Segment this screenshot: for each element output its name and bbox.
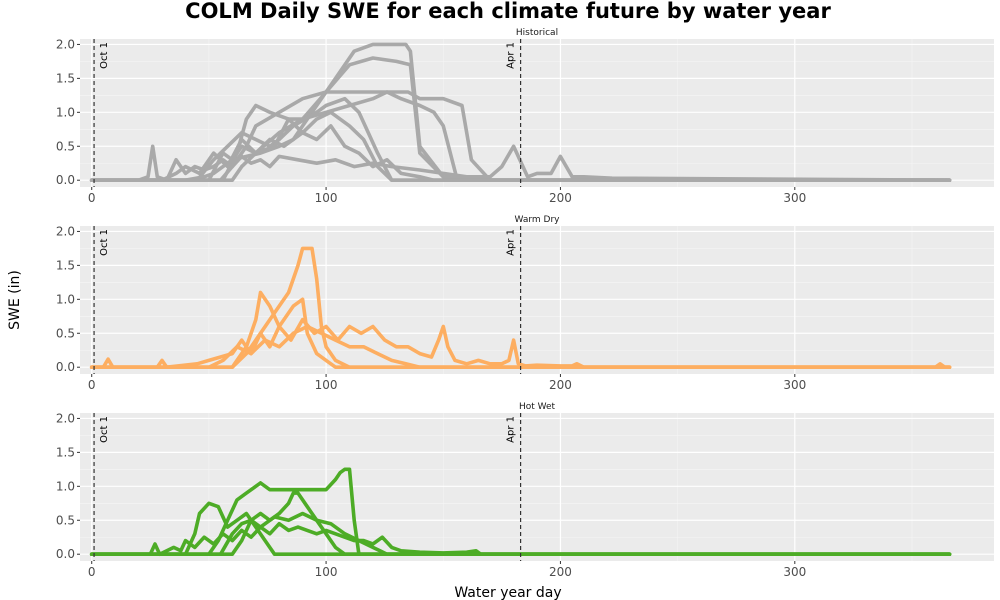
y-tick-label: 1.0	[56, 292, 75, 306]
x-tick-label: 0	[88, 378, 96, 392]
y-tick-label: 0.0	[56, 547, 75, 561]
y-tick-label: 0.5	[56, 326, 75, 340]
x-tick-label: 300	[783, 378, 806, 392]
x-tick-label: 100	[315, 378, 338, 392]
panel-warm-dry: Warm Dry Oct 1 Apr 1 0.0 0.5 1.0 1.5 2.0 0 100 200…	[56, 215, 994, 392]
series-line-8	[89, 117, 952, 182]
reference-line-label: Oct 1	[99, 42, 110, 69]
x-tick-label: 100	[315, 565, 338, 579]
series-group	[89, 246, 952, 370]
series-line-1	[89, 246, 952, 370]
x-tick-label: 200	[549, 191, 572, 205]
series-line-2	[89, 290, 952, 370]
panel-hot-wet: Hot Wet Oct 1 Apr 1 0.0 0.5 1.0 1.5 2.0 0 100 200 3…	[56, 402, 994, 579]
panel-historical: Historical Oct 1 Apr 1 0.0 0.5 1.0 1.5 2.0 0 100 2…	[56, 28, 994, 205]
reference-line-label: Apr 1	[506, 42, 517, 69]
y-tick-label: 0.5	[56, 139, 75, 153]
series-line-3	[89, 491, 952, 557]
x-tick-label: 300	[783, 191, 806, 205]
reference-line-label: Oct 1	[99, 416, 110, 443]
x-tick-label: 0	[88, 191, 96, 205]
x-tick-label: 200	[549, 378, 572, 392]
reference-line-label: Apr 1	[506, 229, 517, 256]
series-line-2	[89, 501, 952, 557]
y-tick-label: 0.5	[56, 513, 75, 527]
panel-strip-label: Historical	[516, 28, 558, 38]
series-line-4	[89, 90, 952, 182]
series-line-4	[89, 324, 952, 370]
y-tick-label: 0.0	[56, 360, 75, 374]
series-line-1	[89, 467, 952, 557]
series-line-3	[89, 90, 952, 182]
y-tick-label: 2.0	[56, 37, 75, 51]
panel-strip-label: Hot Wet	[519, 402, 556, 412]
reference-line-label: Apr 1	[506, 416, 517, 443]
y-tick-label: 1.5	[56, 445, 75, 459]
y-tick-label: 2.0	[56, 224, 75, 238]
series-group	[89, 467, 952, 557]
series-line-2	[89, 56, 952, 182]
y-tick-label: 1.5	[56, 258, 75, 272]
chart-title: COLM Daily SWE for each climate future b…	[185, 0, 831, 23]
y-axis-title: SWE (in)	[7, 270, 23, 330]
y-tick-label: 1.0	[56, 479, 75, 493]
series-line-4	[89, 521, 952, 557]
reference-line-label: Oct 1	[99, 229, 110, 256]
series-line-6	[89, 110, 952, 182]
y-tick-label: 2.0	[56, 411, 75, 425]
series-line-7	[89, 144, 952, 182]
x-axis-title: Water year day	[454, 585, 561, 600]
y-tick-label: 1.0	[56, 105, 75, 119]
y-tick-label: 1.5	[56, 71, 75, 85]
series-group	[89, 42, 952, 182]
series-line-5	[89, 511, 952, 557]
x-tick-label: 100	[315, 191, 338, 205]
panel-strip-label: Warm Dry	[515, 215, 561, 225]
y-tick-label: 0.0	[56, 173, 75, 187]
panels: Historical Oct 1 Apr 1 0.0 0.5 1.0 1.5 2.0 0 100 2…	[56, 28, 994, 579]
x-tick-label: 300	[783, 565, 806, 579]
x-tick-label: 200	[549, 565, 572, 579]
x-tick-label: 0	[88, 565, 96, 579]
